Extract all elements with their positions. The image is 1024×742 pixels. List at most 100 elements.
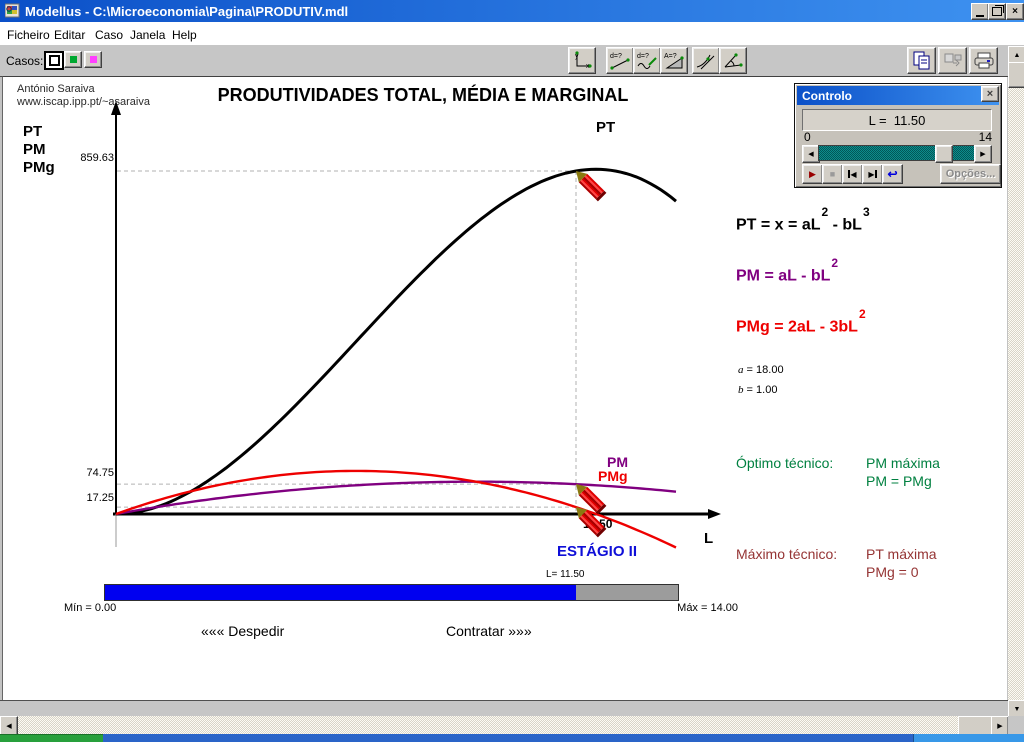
maximo-line2: PMg = 0 [866,564,919,580]
labor-level-bar[interactable] [104,584,679,601]
down-arrow-icon: ▼ [1013,705,1021,713]
formula-pmg-text: PMg = 2aL - 3bL [736,318,858,336]
print-button[interactable] [969,47,998,74]
controlo-min-label: 0 [804,130,811,144]
angle-button[interactable] [719,47,747,74]
stop-button[interactable]: ■ [822,164,843,184]
controlo-value-display: L = 11.50 [802,109,992,131]
horizontal-scroll-thumb[interactable] [958,716,993,736]
case-3-icon [89,56,97,63]
copy-icon [913,51,929,70]
close-icon: × [1012,6,1018,17]
up-arrow-icon: ▲ [1013,51,1021,59]
skip-start-button[interactable]: ◀ [842,164,863,184]
stage-sub-label: L= 11.50 [546,569,585,580]
tangent-button[interactable] [692,47,720,74]
contratar-label[interactable]: Contratar »»» [446,623,532,639]
scrollbar-corner [1008,716,1024,734]
optimo-line1: PM máxima [866,455,940,471]
slider-right-button[interactable]: ▶ [974,145,992,163]
copy-button[interactable] [907,47,936,74]
title-bar[interactable]: Modellus - C:\Microeconomia\Pagina\PRODU… [0,0,1024,22]
case-1-button[interactable] [44,51,64,70]
measure-area-icon: A=? [664,53,684,69]
model-canvas: António Saraiva www.iscap.ipp.pt/~asarai… [2,76,1007,701]
formula-pt: PT = x = aL2 - bL3 [736,205,870,234]
legend-pm: PM [23,141,46,158]
controlo-close-button[interactable]: × [981,86,999,102]
bar-min-label: Mín = 0.00 [64,602,117,614]
case-1-icon [48,55,60,66]
case-3-button[interactable] [84,51,102,68]
param-b: b = 1.00 [738,384,778,396]
measure-curve-distance-icon: d=? [637,53,657,69]
scroll-right-button[interactable]: ▶ [991,716,1009,736]
play-button[interactable]: ▶ [802,164,823,184]
menu-help[interactable]: Help [172,28,197,42]
controlo-max-label: 14 [978,130,992,144]
measure-area-button[interactable]: A=? [660,47,688,74]
y-tick-pmg: 17.25 [86,492,114,504]
formula-pm: PM = aL - bL2 [736,256,839,285]
y-tick-pm: 74.75 [86,467,114,479]
controlo-title: Controlo [802,88,852,103]
curve-label-pm: PM [607,454,628,470]
export-button[interactable] [938,47,967,74]
measure-curve-distance-button[interactable]: d=? [633,47,661,74]
stop-icon: ■ [829,169,836,179]
right-arrow-icon: ▶ [997,723,1003,730]
scroll-left-button[interactable]: ◀ [0,716,18,736]
chart-svg [111,101,721,549]
window-title: Modellus - C:\Microeconomia\Pagina\PRODU… [25,3,349,19]
optimo-label: Óptimo técnico: [736,455,834,471]
taskbar-start-segment [0,734,103,742]
svg-text:d=?: d=? [637,53,649,60]
restore-button[interactable] [988,3,1006,20]
axis-legend: PT PM PMg [23,123,55,177]
controlo-title-bar[interactable]: Controlo [797,86,999,105]
casos-label: Casos: [6,54,44,68]
case-2-icon [69,56,77,63]
print-icon [974,52,993,69]
case-2-button[interactable] [64,51,82,68]
opcoes-button[interactable]: Opções... [940,164,1001,184]
vertical-scroll-thumb[interactable] [1008,62,1024,88]
measure-distance-button[interactable]: d=? [606,47,634,74]
horizontal-scrollbar[interactable]: ◀ ▶ [0,716,1009,736]
taskbar-strip [0,734,1024,742]
optimo-line2: PM = PMg [866,473,932,489]
maximo-label: Máximo técnico: [736,546,838,562]
menu-janela[interactable]: Janela [130,28,166,42]
restore-icon [992,5,1004,16]
labor-level-fill [105,585,576,600]
formula-pmg: PMg = 2aL - 3bL2 [736,307,866,336]
menu-editar[interactable]: Editar [54,28,86,42]
formula-pt-text: PT = x = aL [736,216,821,234]
vertical-scrollbar[interactable]: ▲ ▼ [1008,46,1024,718]
formula-pm-text: PM = aL - bL [736,267,831,285]
skip-end-button[interactable]: ▶ [862,164,883,184]
skip-start-icon [848,170,851,178]
controlo-buttons: ▶ ■ ◀ ▶ ↩ Opções... [802,164,1001,184]
measure-distance-icon: d=? [610,53,630,70]
maximo-values: PT máxima PMg = 0 [866,545,937,581]
left-arrow-icon: ◀ [6,723,12,730]
menu-caso[interactable]: Caso [95,28,124,42]
legend-pmg: PMg [23,159,55,176]
tangent-icon [696,54,715,70]
x-axis-label: L [704,530,714,547]
slider-thumb[interactable] [935,145,953,163]
graph-axes-icon: yx [575,51,592,70]
close-button[interactable]: × [1006,3,1024,20]
stage-label: ESTÁGIO II [557,543,638,560]
menu-bar: Ficheiro Editar Caso Janela Help [0,22,1024,45]
despedir-label[interactable]: ««« Despedir [201,623,285,639]
menu-ficheiro[interactable]: Ficheiro [7,28,50,42]
replay-button[interactable]: ↩ [882,164,903,184]
minimize-icon [976,14,984,17]
minimize-button[interactable] [971,3,989,20]
author-name: António Saraiva [17,83,95,95]
